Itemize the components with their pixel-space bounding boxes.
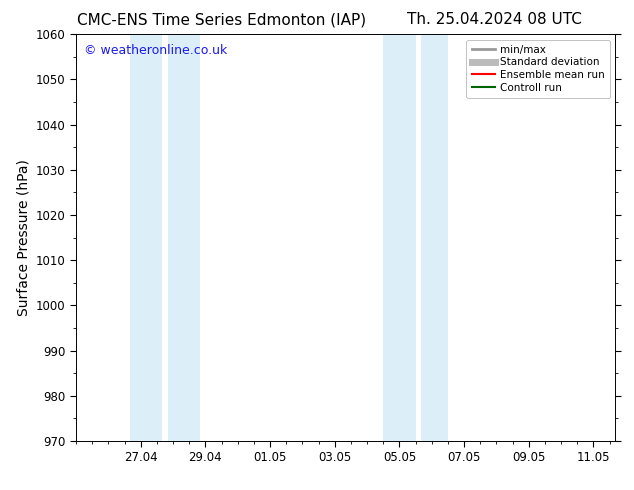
Legend: min/max, Standard deviation, Ensemble mean run, Controll run: min/max, Standard deviation, Ensemble me… — [467, 40, 610, 98]
Text: © weatheronline.co.uk: © weatheronline.co.uk — [84, 45, 228, 57]
Bar — [383, 34, 415, 441]
Text: CMC-ENS Time Series Edmonton (IAP): CMC-ENS Time Series Edmonton (IAP) — [77, 12, 366, 27]
Bar — [421, 34, 448, 441]
Text: Th. 25.04.2024 08 UTC: Th. 25.04.2024 08 UTC — [407, 12, 582, 27]
Bar — [130, 34, 162, 441]
Y-axis label: Surface Pressure (hPa): Surface Pressure (hPa) — [16, 159, 30, 316]
Bar — [167, 34, 200, 441]
